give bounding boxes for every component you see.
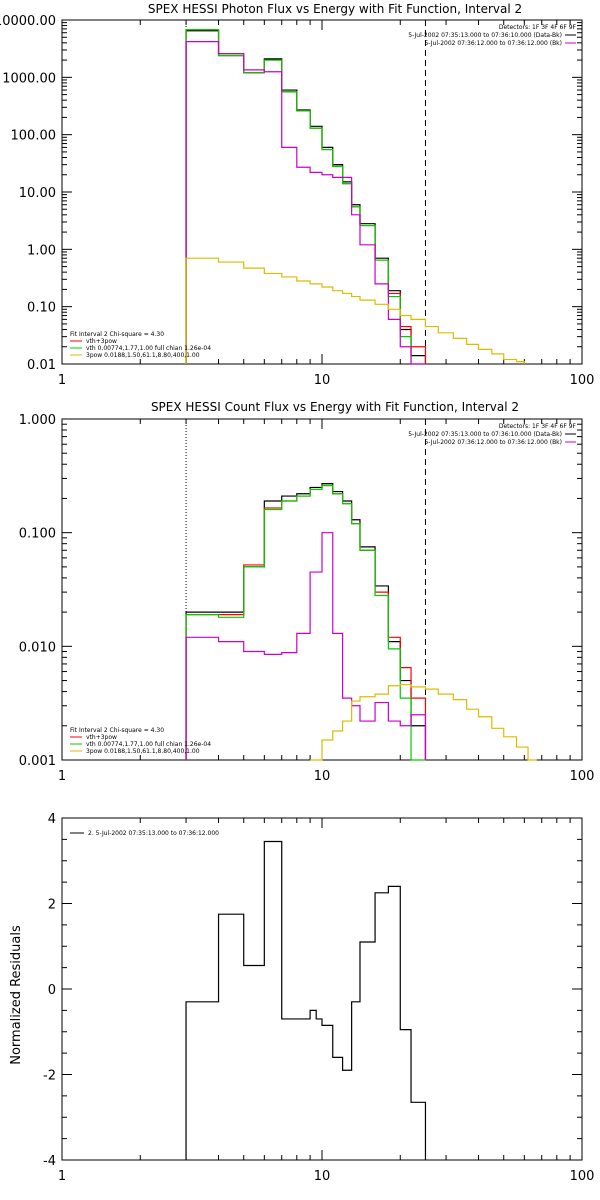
y-tick-label: -4 (43, 1154, 56, 1169)
y-tick-label: 10000.00 (0, 14, 56, 29)
photon-flux-title: SPEX HESSI Photon Flux vs Energy with Fi… (148, 2, 522, 16)
series-4-step-line (310, 684, 537, 761)
panel-2: 1 10 100 -4 -2 0 2 4 2. 5-Jul-2002 07:35:13.000 … (43, 812, 594, 1184)
x-tick-label: 10 (314, 769, 331, 784)
y-tick-label: 1.000 (19, 413, 56, 428)
legend-entry: 5-Jul-2002 07:35:13.000 to 07:36:10.000 … (408, 431, 562, 438)
x-tick-label: 1 (58, 1169, 66, 1184)
y-tick-label: 1000.00 (2, 71, 56, 86)
plot-frame (61, 418, 583, 761)
legend-entry: 5-Jul-2002 07:36:12.000 to 07:36:12.000 … (424, 40, 562, 47)
legend-entry: 5-Jul-2002 07:35:13.000 to 07:36:10.000 … (408, 32, 562, 39)
count-flux-title: SPEX HESSI Count Flux vs Energy with Fit… (151, 400, 519, 414)
y-tick-label: 1.00 (27, 243, 56, 258)
fit-legend-entry: vth 0.00774,1.77,1.00 full chian 1.26e-0… (86, 741, 211, 748)
fit-legend-entry: vth+3pow (86, 734, 117, 741)
series-2-step-line (185, 29, 426, 365)
fit-legend-entry: 3pow 0.0188,1.50,61.1,8.80,400,1.00 (86, 748, 200, 755)
y-tick-label: 0 (48, 983, 56, 998)
x-tick-label: 10 (314, 1169, 331, 1184)
series-3-step-line (185, 532, 427, 760)
fit-legend-entry: 3pow 0.0188,1.50,61.1,8.80,400,1.00 (86, 352, 200, 359)
y-tick-label: 0.10 (27, 301, 56, 316)
fit-legend-entry: vth 0.00774,1.77,1.00 full chian 1.26e-0… (86, 345, 211, 352)
series-1-step-line (185, 484, 427, 760)
y-tick-label: -2 (43, 1069, 56, 1084)
plot-frame (61, 19, 583, 365)
series-0-step-line (185, 840, 427, 1160)
series-1-step-line (185, 29, 427, 364)
x-tick-label: 100 (570, 373, 595, 388)
y-tick-label: 4 (48, 812, 56, 827)
y-tick-label: 10.00 (19, 186, 56, 201)
x-tick-label: 100 (570, 769, 595, 784)
series-2-step-line (185, 484, 426, 761)
residuals-ylabel: Normalized Residuals (9, 925, 24, 1065)
series-0-step-line (185, 30, 427, 364)
series-3-step-line (185, 41, 426, 365)
y-tick-label: 0.010 (19, 640, 56, 655)
x-tick-label: 1 (58, 769, 66, 784)
fit-legend-header: Fit Interval 2 Chi-square = 4.30 (70, 331, 164, 338)
legend-header: Detectors: 1F 3F 4F 6F 9F (499, 423, 577, 430)
y-tick-label: 100.00 (11, 129, 57, 144)
y-tick-label: 0.001 (19, 754, 56, 769)
series-0-step-line (185, 483, 427, 760)
legend-header: Detectors: 1F 3F 4F 6F 9F (499, 24, 577, 31)
series-4-step-line (185, 257, 525, 364)
fit-legend-header: Fit Interval 2 Chi-square = 4.30 (70, 727, 164, 734)
panel-1: 1 10 100 0.001 0.010 0.100 1.000 Detectors: 1F … (19, 413, 595, 784)
y-tick-label: 2 (48, 898, 56, 913)
fit-legend-entry: vth+3pow (86, 338, 117, 345)
y-tick-label: 0.100 (19, 527, 56, 542)
x-tick-label: 10 (314, 373, 331, 388)
legend-entry: 5-Jul-2002 07:36:12.000 to 07:36:12.000 … (424, 439, 562, 446)
panel-0: 1 10 100 0.01 0.10 1.00 10.00 100.00 1000.00 1000… (0, 14, 594, 388)
y-tick-label: 0.01 (27, 358, 56, 373)
plot-frame (61, 817, 583, 1161)
legend-entry: 2. 5-Jul-2002 07:35:13.000 to 07:36:12.0… (88, 830, 219, 837)
x-tick-label: 1 (58, 373, 66, 388)
x-tick-label: 100 (570, 1169, 595, 1184)
